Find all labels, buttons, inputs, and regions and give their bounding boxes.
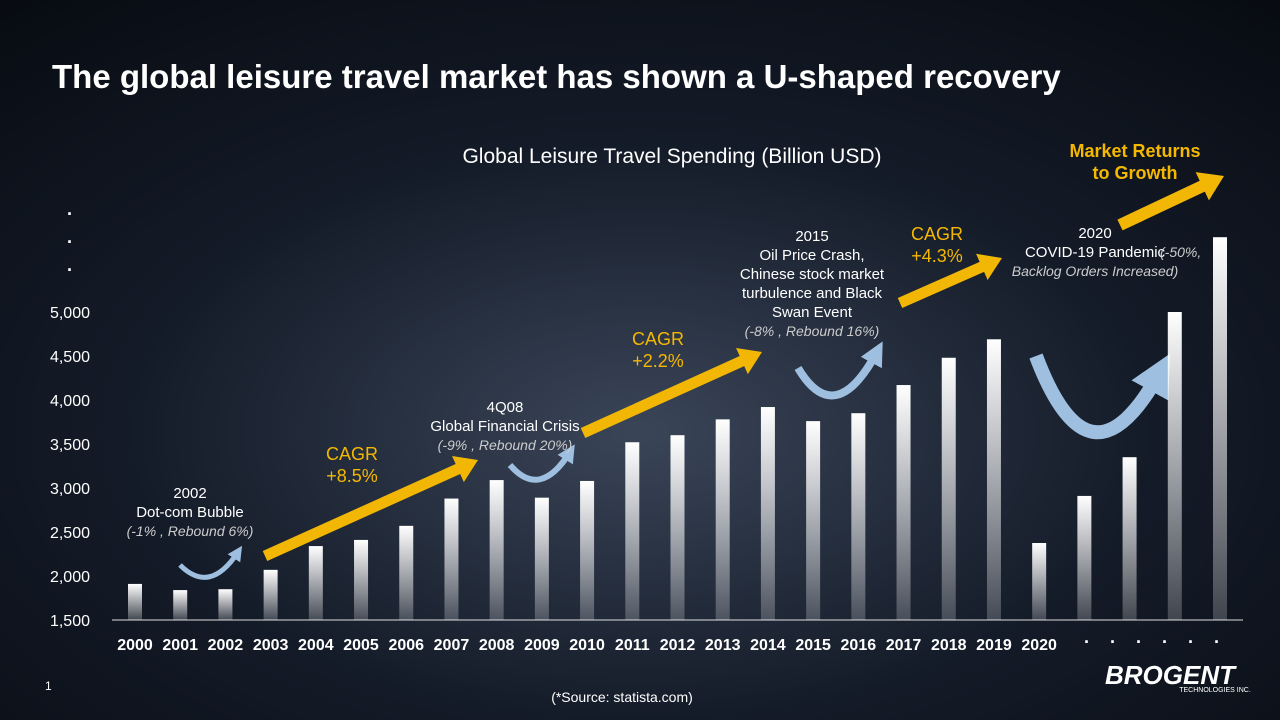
logo-subtitle: TECHNOLOGIES INC. bbox=[1179, 687, 1251, 694]
x-tick-label: 2006 bbox=[388, 637, 424, 654]
slide-title: The global leisure travel market has sho… bbox=[52, 58, 1061, 95]
bar bbox=[218, 589, 233, 620]
bar bbox=[715, 419, 730, 620]
annotation-title: COVID-19 Pandemic bbox=[1025, 244, 1166, 261]
page-number: 1 bbox=[45, 679, 52, 693]
x-tick-label: 2019 bbox=[976, 637, 1012, 654]
bar bbox=[399, 525, 414, 620]
cagr-label: +2.2% bbox=[632, 351, 684, 371]
x-tick-label: 2007 bbox=[434, 637, 470, 654]
cagr-label: CAGR bbox=[911, 224, 963, 244]
source: (*Source: statista.com) bbox=[551, 689, 693, 705]
x-tick-label: 2016 bbox=[841, 637, 877, 654]
bar bbox=[1213, 237, 1227, 620]
annotation-note: (-1% , Rebound 6%) bbox=[127, 523, 254, 539]
annotation-title: Swan Event bbox=[772, 304, 853, 321]
bar bbox=[806, 421, 821, 620]
recovery-arrow bbox=[794, 341, 883, 400]
y-tick-label: 4,000 bbox=[50, 393, 90, 410]
y-tick-label: 3,000 bbox=[50, 481, 90, 498]
bar bbox=[625, 442, 640, 620]
bar bbox=[173, 590, 188, 620]
bar bbox=[941, 357, 956, 620]
x-tick-label: 2005 bbox=[343, 637, 379, 654]
x-tick-label: 2003 bbox=[253, 637, 289, 654]
cagr-label: +8.5% bbox=[326, 466, 378, 486]
growth-label: to Growth bbox=[1093, 163, 1178, 183]
cagr-label: CAGR bbox=[326, 444, 378, 464]
growth-arrow bbox=[580, 348, 762, 439]
annotation-title: Dot-com Bubble bbox=[136, 504, 244, 521]
recovery-arrow bbox=[507, 444, 575, 483]
annotation-title: 2015 bbox=[795, 228, 828, 245]
x-tick-label: 2014 bbox=[750, 637, 786, 654]
annotation-note: (-8% , Rebound 16%) bbox=[745, 323, 880, 339]
annotation-note: Backlog Orders Increased) bbox=[1012, 263, 1179, 279]
y-tick-label: 2,000 bbox=[50, 569, 90, 586]
x-tick-label: 2011 bbox=[615, 637, 650, 654]
y-ellipsis: · bbox=[67, 232, 73, 252]
bar bbox=[1167, 312, 1182, 620]
x-tick-label: 2015 bbox=[795, 637, 831, 654]
bar bbox=[354, 539, 369, 620]
bar bbox=[760, 407, 775, 620]
x-tick-label: 2009 bbox=[524, 637, 560, 654]
bar bbox=[308, 546, 323, 620]
annotation-title: turbulence and Black bbox=[742, 285, 883, 302]
x-tick-label: 2002 bbox=[208, 637, 244, 654]
growth-arrow bbox=[262, 456, 478, 562]
bar bbox=[263, 569, 278, 620]
cagr-label: CAGR bbox=[632, 329, 684, 349]
annotation-title: Chinese stock market bbox=[740, 266, 885, 283]
bar bbox=[1077, 495, 1092, 620]
y-tick-label: 1,500 bbox=[50, 613, 90, 630]
x-tick-label: 2001 bbox=[162, 637, 198, 654]
bar bbox=[1032, 543, 1047, 620]
growth-label: Market Returns bbox=[1069, 141, 1200, 161]
annotation-note: (-9% , Rebound 20%) bbox=[438, 437, 573, 453]
bar bbox=[128, 583, 142, 620]
y-tick-label: 4,500 bbox=[50, 349, 90, 366]
recovery-arrow bbox=[178, 545, 243, 580]
x-tick-label: 2008 bbox=[479, 637, 515, 654]
y-ellipsis: · bbox=[67, 204, 73, 224]
bar bbox=[580, 480, 595, 620]
recovery-arrow bbox=[1029, 353, 1171, 439]
bar bbox=[444, 498, 459, 620]
logo: BROGENT bbox=[1105, 660, 1237, 690]
x-tick-label: 2000 bbox=[117, 637, 153, 654]
x-tick-label: 2004 bbox=[298, 637, 334, 654]
growth-arrow bbox=[897, 253, 1002, 309]
annotation-title: Oil Price Crash, bbox=[759, 247, 864, 264]
bar bbox=[851, 413, 866, 620]
cagr-label: +4.3% bbox=[911, 246, 963, 266]
x-tick-label: 2012 bbox=[660, 637, 696, 654]
growth-arrow bbox=[1117, 172, 1224, 231]
arrows bbox=[262, 172, 1224, 562]
y-tick-label: 2,500 bbox=[50, 525, 90, 542]
annotation-title: Global Financial Crisis bbox=[430, 418, 579, 435]
bar bbox=[896, 385, 911, 620]
chart-subtitle: Global Leisure Travel Spending (Billion … bbox=[462, 145, 881, 168]
bar bbox=[489, 480, 504, 620]
x-tick-label: 2018 bbox=[931, 637, 967, 654]
annotation-title: 2020 bbox=[1078, 225, 1111, 242]
y-tick-label: 3,500 bbox=[50, 437, 90, 454]
x-tick-label: 2020 bbox=[1021, 637, 1057, 654]
bar bbox=[986, 339, 1001, 620]
bar bbox=[534, 497, 549, 620]
bar bbox=[670, 435, 685, 620]
y-tick-label: 5,000 bbox=[50, 305, 90, 322]
annotation-title: 4Q08 bbox=[487, 399, 524, 416]
annotation-note: (-50%, bbox=[1160, 244, 1201, 260]
x-tick-label: 2010 bbox=[569, 637, 605, 654]
x-tick-label: 2013 bbox=[705, 637, 741, 654]
bar bbox=[1122, 457, 1137, 620]
annotation-title: 2002 bbox=[173, 485, 206, 502]
x-tick-label: 2017 bbox=[886, 637, 922, 654]
x-ellipsis: · · · · · · bbox=[1084, 632, 1220, 652]
y-ellipsis: · bbox=[67, 260, 73, 280]
